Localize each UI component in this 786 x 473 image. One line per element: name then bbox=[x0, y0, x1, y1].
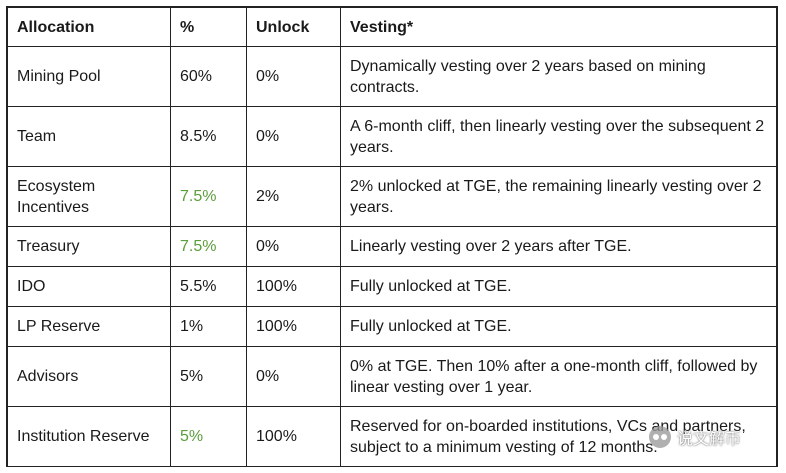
cell-unlock: 100% bbox=[246, 406, 341, 467]
table-row: Advisors 5% 0% 0% at TGE. Then 10% after… bbox=[7, 346, 777, 407]
cell-percent: 5.5% bbox=[170, 266, 247, 307]
cell-allocation: IDO bbox=[7, 266, 171, 307]
cell-percent: 60% bbox=[170, 46, 247, 107]
cell-unlock: 0% bbox=[246, 226, 341, 267]
cell-percent-highlighted: 7.5% bbox=[170, 226, 247, 267]
table-row: LP Reserve 1% 100% Fully unlocked at TGE… bbox=[7, 306, 777, 347]
header-vesting: Vesting* bbox=[340, 7, 777, 47]
table-row: Treasury 7.5% 0% Linearly vesting over 2… bbox=[7, 226, 777, 267]
header-allocation: Allocation bbox=[7, 7, 171, 47]
cell-vesting: Dynamically vesting over 2 years based o… bbox=[340, 46, 777, 107]
cell-unlock: 100% bbox=[246, 266, 341, 307]
cell-percent-highlighted: 7.5% bbox=[170, 166, 247, 227]
cell-vesting: Linearly vesting over 2 years after TGE. bbox=[340, 226, 777, 267]
table-row: Ecosystem Incentives 7.5% 2% 2% unlocked… bbox=[7, 166, 777, 227]
cell-vesting: 2% unlocked at TGE, the remaining linear… bbox=[340, 166, 777, 227]
table-row: Team 8.5% 0% A 6-month cliff, then linea… bbox=[7, 106, 777, 167]
header-percent: % bbox=[170, 7, 247, 47]
cell-vesting: Fully unlocked at TGE. bbox=[340, 266, 777, 307]
table-row: IDO 5.5% 100% Fully unlocked at TGE. bbox=[7, 266, 777, 307]
cell-vesting: Reserved for on-boarded institutions, VC… bbox=[340, 406, 777, 467]
header-unlock: Unlock bbox=[246, 7, 341, 47]
cell-unlock: 100% bbox=[246, 306, 341, 347]
cell-vesting: 0% at TGE. Then 10% after a one-month cl… bbox=[340, 346, 777, 407]
table-header-row: Allocation % Unlock Vesting* bbox=[7, 7, 777, 47]
table-row: Institution Reserve 5% 100% Reserved for… bbox=[7, 406, 777, 467]
cell-allocation: Mining Pool bbox=[7, 46, 171, 107]
cell-percent: 5% bbox=[170, 346, 247, 407]
cell-unlock: 0% bbox=[246, 106, 341, 167]
cell-percent-highlighted: 5% bbox=[170, 406, 247, 467]
cell-unlock: 0% bbox=[246, 46, 341, 107]
cell-percent: 8.5% bbox=[170, 106, 247, 167]
cell-percent: 1% bbox=[170, 306, 247, 347]
cell-vesting: A 6-month cliff, then linearly vesting o… bbox=[340, 106, 777, 167]
cell-allocation: Institution Reserve bbox=[7, 406, 171, 467]
allocation-table: Allocation % Unlock Vesting* Mining Pool… bbox=[7, 7, 777, 467]
table-row: Mining Pool 60% 0% Dynamically vesting o… bbox=[7, 46, 777, 107]
cell-allocation: LP Reserve bbox=[7, 306, 171, 347]
cell-allocation: Advisors bbox=[7, 346, 171, 407]
allocation-table-container: Allocation % Unlock Vesting* Mining Pool… bbox=[6, 6, 778, 467]
cell-unlock: 0% bbox=[246, 346, 341, 407]
cell-allocation: Treasury bbox=[7, 226, 171, 267]
cell-allocation: Team bbox=[7, 106, 171, 167]
cell-allocation: Ecosystem Incentives bbox=[7, 166, 171, 227]
cell-vesting: Fully unlocked at TGE. bbox=[340, 306, 777, 347]
cell-unlock: 2% bbox=[246, 166, 341, 227]
